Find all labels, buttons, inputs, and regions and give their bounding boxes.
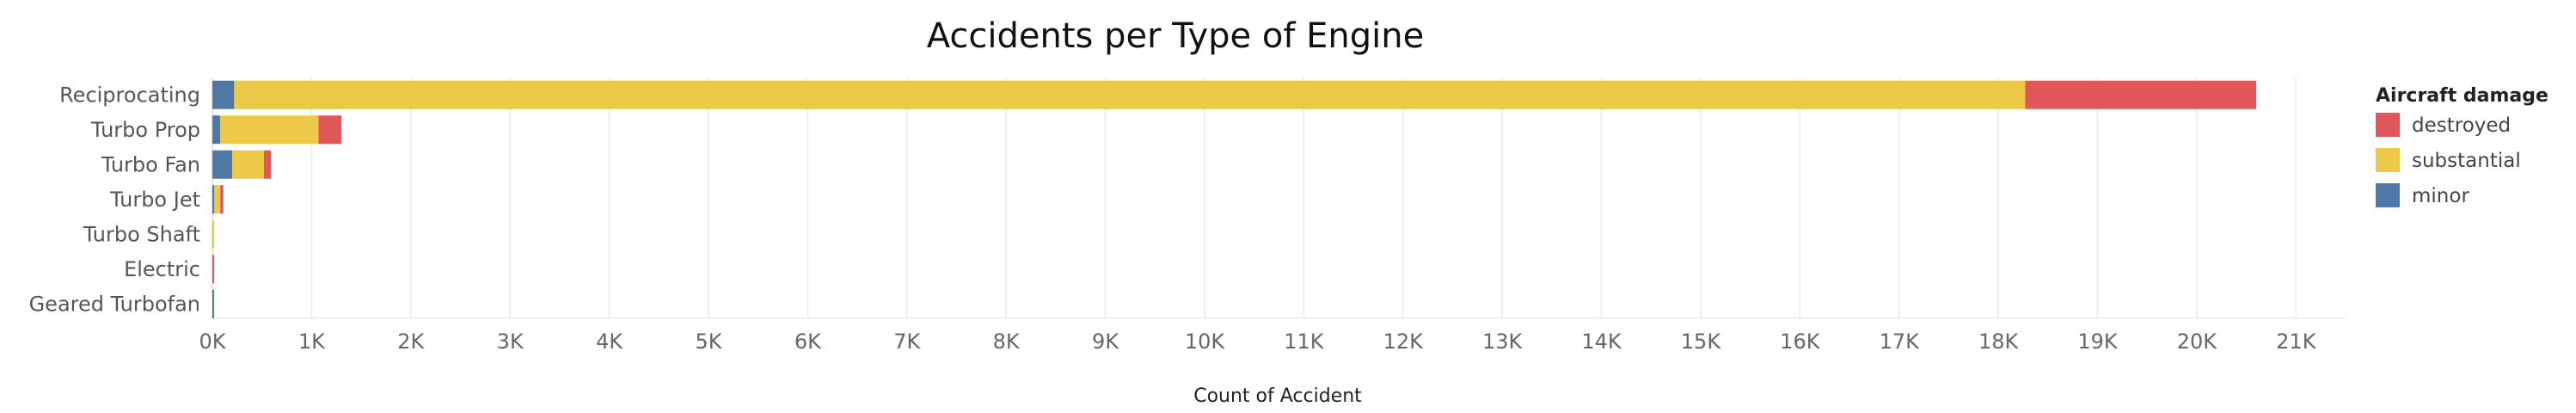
bar-segment-substantial[interactable] — [234, 80, 2026, 109]
legend-swatch-minor — [2376, 183, 2400, 207]
legend-swatch-destroyed — [2376, 113, 2400, 137]
bar-segment-minor[interactable] — [212, 150, 233, 179]
legend-label: destroyed — [2412, 114, 2511, 137]
legend-label: substantial — [2412, 150, 2521, 172]
bar-segment-destroyed[interactable] — [2025, 80, 2257, 109]
category-label: Turbo Prop — [90, 118, 200, 142]
x-tick-label: 9K — [1092, 330, 1119, 354]
bar-segment-substantial[interactable] — [220, 115, 319, 145]
x-tick-label: 4K — [596, 330, 623, 354]
x-tick-label: 12K — [1383, 330, 1425, 354]
bar-layer — [212, 80, 2257, 318]
bar-segment-destroyed[interactable] — [264, 150, 272, 179]
category-label: Electric — [124, 257, 200, 281]
x-tick-label: 14K — [1581, 330, 1622, 354]
category-label: Turbo Shaft — [83, 222, 200, 246]
bar-segment-destroyed[interactable] — [220, 185, 224, 214]
x-tick-label: 6K — [794, 330, 822, 354]
category-label: Reciprocating — [59, 83, 200, 107]
legend: destroyed substantial minor — [2376, 113, 2521, 207]
x-tick-label: 21K — [2276, 330, 2317, 354]
category-label: Turbo Fan — [101, 152, 200, 176]
x-tick-label: 16K — [1780, 330, 1821, 354]
x-axis-title: Count of Accident — [1193, 385, 1362, 407]
x-tick-label: 19K — [2077, 330, 2119, 354]
x-tick-label: 5K — [695, 330, 722, 354]
bar-segment-substantial[interactable] — [212, 219, 214, 249]
x-tick-label: 18K — [1978, 330, 2020, 354]
x-tick-label: 10K — [1185, 330, 1226, 354]
x-tick-label: 13K — [1482, 330, 1524, 354]
category-label: Turbo Jet — [109, 188, 200, 212]
x-tick-label: 17K — [1880, 330, 1921, 354]
legend-title: Aircraft damage — [2376, 85, 2548, 107]
x-tick-label: 1K — [298, 330, 326, 354]
x-tick-label: 7K — [893, 330, 921, 354]
bar-segment-destroyed[interactable] — [318, 115, 342, 145]
bar-segment-minor[interactable] — [212, 115, 221, 145]
legend-label: minor — [2412, 185, 2469, 207]
x-tick-label: 11K — [1284, 330, 1325, 354]
bar-segment-minor[interactable] — [212, 80, 235, 109]
x-tick-label: 8K — [993, 330, 1021, 354]
bar-segment-minor[interactable] — [212, 289, 214, 318]
chart-title: Accidents per Type of Engine — [927, 16, 1424, 56]
bar-segment-minor[interactable] — [212, 185, 215, 214]
category-label: Geared Turbofan — [29, 292, 200, 316]
bar-segment-substantial[interactable] — [232, 150, 265, 179]
bar-segment-destroyed[interactable] — [212, 255, 214, 284]
legend-swatch-substantial — [2376, 148, 2400, 172]
x-tick-label: 2K — [397, 330, 425, 354]
bar-segment-substantial[interactable] — [214, 185, 221, 214]
label-layer: 0K 1K 2K 3K 4K 5K 6K 7K 8K 9K 10K 11K 12K 13K 14K 15K 16… — [29, 83, 2317, 354]
x-tick-label: 20K — [2177, 330, 2218, 354]
x-tick-label: 0K — [199, 330, 226, 354]
x-tick-label: 3K — [497, 330, 524, 354]
x-tick-label: 15K — [1681, 330, 1722, 354]
grid-layer — [212, 77, 2346, 319]
